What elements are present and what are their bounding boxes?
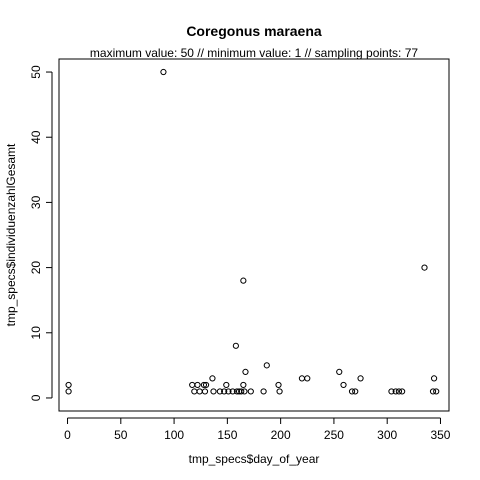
y-tick-label: 40 bbox=[29, 130, 43, 144]
data-point bbox=[248, 389, 253, 394]
data-point bbox=[224, 382, 229, 387]
data-point bbox=[202, 389, 207, 394]
chart-subtitle: maximum value: 50 // minimum value: 1 //… bbox=[90, 46, 418, 60]
data-point bbox=[66, 382, 71, 387]
x-tick-label: 350 bbox=[430, 428, 450, 442]
data-point bbox=[431, 376, 436, 381]
data-point bbox=[243, 369, 248, 374]
x-tick-label: 200 bbox=[271, 428, 291, 442]
data-point bbox=[400, 389, 405, 394]
y-axis-label: tmp_specs$individuenzahlGesamt bbox=[4, 143, 18, 326]
data-points bbox=[66, 69, 439, 394]
data-point bbox=[211, 389, 216, 394]
x-axis-label: tmp_specs$day_of_year bbox=[189, 452, 320, 466]
data-point bbox=[341, 382, 346, 387]
data-point bbox=[210, 376, 215, 381]
y-tick-label: 30 bbox=[29, 195, 43, 209]
data-point bbox=[264, 363, 269, 368]
y-tick-label: 50 bbox=[29, 65, 43, 79]
data-point bbox=[422, 265, 427, 270]
data-point bbox=[299, 376, 304, 381]
y-axis: 0 10 20 30 40 50 bbox=[29, 65, 52, 401]
data-point bbox=[192, 389, 197, 394]
data-point bbox=[261, 389, 266, 394]
data-point bbox=[242, 389, 247, 394]
x-tick-label: 100 bbox=[164, 428, 184, 442]
y-tick-label: 0 bbox=[29, 394, 43, 401]
data-point bbox=[277, 389, 282, 394]
x-tick-label: 50 bbox=[114, 428, 128, 442]
plot-frame bbox=[59, 59, 449, 411]
data-point bbox=[276, 382, 281, 387]
y-tick-label: 10 bbox=[29, 326, 43, 340]
data-point bbox=[195, 382, 200, 387]
x-axis: 0 50 100 150 200 250 300 350 bbox=[64, 418, 451, 442]
data-point bbox=[161, 69, 166, 74]
data-point bbox=[197, 389, 202, 394]
data-point bbox=[434, 389, 439, 394]
x-tick-label: 150 bbox=[217, 428, 237, 442]
data-point bbox=[241, 278, 246, 283]
data-point bbox=[66, 389, 71, 394]
data-point bbox=[305, 376, 310, 381]
y-tick-label: 20 bbox=[29, 261, 43, 275]
data-point bbox=[353, 389, 358, 394]
x-tick-label: 300 bbox=[377, 428, 397, 442]
chart-title: Coregonus maraena bbox=[186, 23, 322, 39]
data-point bbox=[358, 376, 363, 381]
x-tick-label: 0 bbox=[64, 428, 71, 442]
data-point bbox=[337, 369, 342, 374]
data-point bbox=[233, 343, 238, 348]
data-point bbox=[241, 382, 246, 387]
data-point bbox=[190, 382, 195, 387]
x-tick-label: 250 bbox=[324, 428, 344, 442]
